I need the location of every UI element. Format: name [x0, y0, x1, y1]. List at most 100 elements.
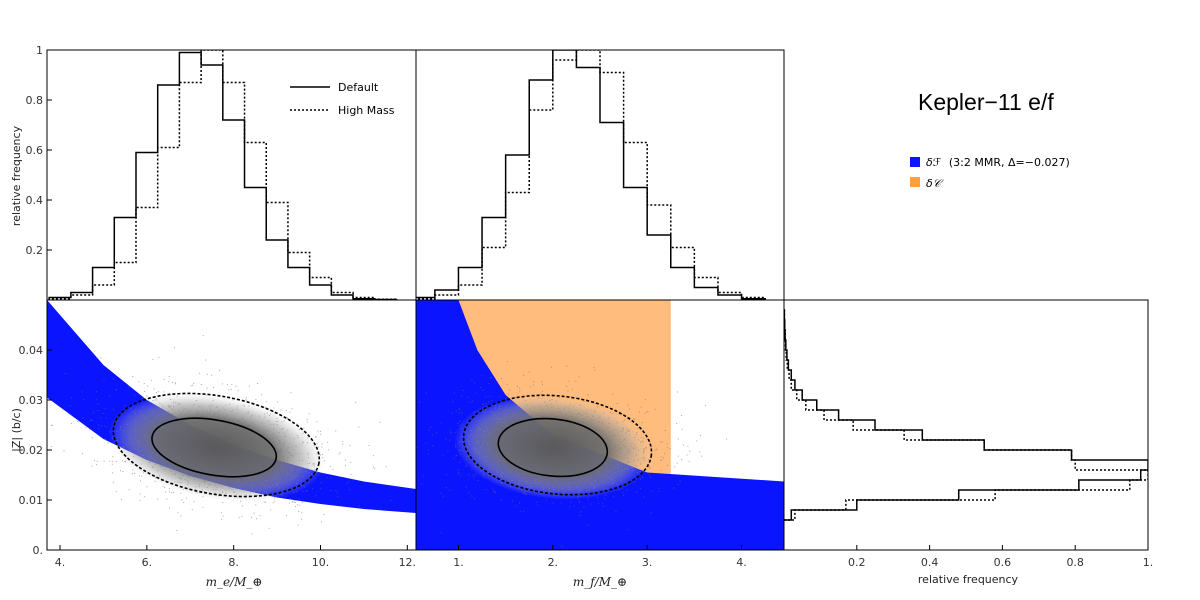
scatter-point: [495, 492, 497, 494]
scatter-point: [328, 449, 330, 451]
scatter-point: [347, 481, 349, 483]
scatter-point: [132, 469, 134, 471]
scatter-point: [529, 386, 531, 388]
scatter-point: [500, 499, 502, 501]
x-tick-label: 3.: [642, 556, 653, 569]
scatter-point: [337, 496, 339, 498]
scatter-point: [421, 483, 423, 485]
scatter-point: [276, 401, 278, 403]
scatter-point: [70, 423, 72, 425]
scatter-point: [163, 378, 165, 380]
scatter-point: [162, 485, 164, 487]
scatter-point: [286, 417, 288, 419]
scatter-point: [112, 409, 114, 411]
scatter-point: [583, 506, 585, 508]
y-tick-label: 0.6: [26, 144, 44, 157]
scatter-point: [570, 501, 572, 503]
scatter-me-panel: [47, 300, 416, 535]
scatter-point: [482, 389, 484, 391]
scatter-point: [303, 427, 305, 429]
scatter-point: [681, 415, 683, 417]
scatter-point: [98, 424, 100, 426]
scatter-point: [289, 411, 291, 413]
scatter-point: [613, 495, 615, 497]
scatter-point: [105, 417, 107, 419]
scatter-point: [578, 500, 580, 502]
scatter-point: [111, 460, 113, 462]
scatter-point: [515, 505, 517, 507]
scatter-point: [218, 369, 220, 371]
scatter-point: [180, 492, 182, 494]
scatter-point: [458, 412, 460, 414]
scatter-point: [457, 473, 459, 475]
scatter-point: [253, 512, 255, 514]
scatter-point: [541, 390, 543, 392]
x-tick-label: 0.4: [921, 556, 939, 569]
scatter-point: [440, 532, 442, 534]
scatter-point: [345, 464, 347, 466]
legend-symbol-blue: δℱ: [926, 156, 942, 169]
scatter-point: [523, 511, 525, 513]
scatter-point: [541, 383, 543, 385]
scatter-point: [153, 388, 155, 390]
scatter-point: [677, 438, 679, 440]
scatter-point: [408, 408, 409, 409]
scatter-point: [228, 389, 230, 391]
scatter-point: [100, 417, 102, 419]
scatter-point: [109, 460, 111, 462]
scatter-point: [141, 475, 143, 477]
scatter-point: [297, 504, 299, 506]
scatter-point: [96, 460, 98, 462]
xlabel-me: m_e/M_⊕: [206, 575, 263, 589]
legend-label-default: Default: [338, 81, 379, 94]
scatter-point: [50, 446, 52, 448]
frame-hist-z: [783, 299, 1149, 551]
scatter-point: [430, 426, 432, 428]
scatter-point: [106, 426, 108, 428]
scatter-point: [104, 408, 106, 410]
scatter-point: [507, 393, 509, 395]
scatter-point: [590, 400, 592, 402]
x-tick-label: 4.: [55, 556, 66, 569]
scatter-point: [237, 390, 239, 392]
scatter-point: [493, 490, 495, 492]
scatter-point: [666, 443, 668, 445]
scatter-point: [450, 432, 452, 434]
y-tick-label: 0.4: [26, 194, 44, 207]
x-tick-label: 2.: [548, 556, 559, 569]
scatter-point: [168, 381, 170, 383]
scatter-point: [686, 454, 688, 456]
scatter-point: [288, 502, 290, 504]
scatter-point: [439, 492, 441, 494]
scatter-point: [475, 392, 477, 394]
scatter-point: [465, 466, 467, 468]
scatter-point: [230, 388, 232, 390]
scatter-point: [602, 505, 604, 507]
scatter-point: [329, 477, 331, 479]
scatter-point: [425, 392, 427, 394]
scatter-point: [143, 382, 145, 384]
scatter-point: [294, 499, 296, 501]
scatter-point: [112, 472, 114, 474]
scatter-point: [445, 487, 447, 489]
panel-frames: [46, 49, 1149, 551]
scatter-point: [432, 445, 434, 447]
scatter-point: [704, 404, 706, 406]
scatter-point: [658, 490, 660, 492]
scatter-point: [587, 498, 589, 500]
scatter-point: [468, 474, 470, 476]
scatter-point: [482, 403, 484, 405]
scatter-point: [183, 502, 185, 504]
scatter-point: [285, 409, 287, 411]
scatter-point: [673, 487, 675, 489]
scatter-point: [77, 420, 79, 422]
scatter-point: [661, 459, 663, 461]
scatter-point: [491, 400, 493, 402]
scatter-point: [321, 446, 323, 448]
scatter-point: [587, 524, 589, 526]
scatter-point: [254, 403, 256, 405]
scatter-point: [623, 494, 625, 496]
scatter-point: [319, 430, 321, 432]
scatter-point: [458, 408, 460, 410]
scatter-point: [64, 373, 66, 375]
